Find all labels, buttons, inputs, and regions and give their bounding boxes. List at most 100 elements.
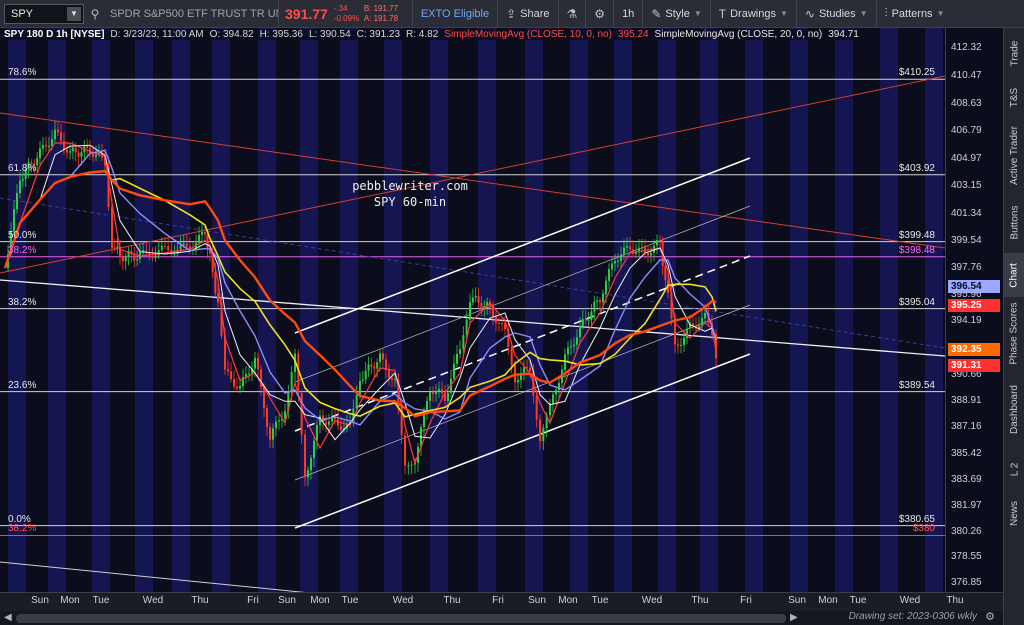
share-button[interactable]: ⇪ Share	[498, 0, 557, 28]
sidebar-tab-l-2[interactable]: L 2	[1004, 453, 1024, 485]
sidebar-tab-t-s[interactable]: T&S	[1004, 76, 1024, 118]
sidebar-tab-news[interactable]: News	[1004, 488, 1024, 538]
patterns-button[interactable]: ⫶ Patterns ▼	[877, 0, 953, 28]
candle-body	[623, 247, 625, 255]
price-tick: 412.32	[951, 42, 982, 53]
drawing-set-label[interactable]: Drawing set: 2023-0306 wkly	[848, 611, 977, 622]
candle-body	[300, 393, 303, 435]
scrollbar[interactable]: ◀ ▶ ⊖ ⊕ ⊞	[0, 611, 1003, 625]
style-button[interactable]: ✎ Style ▼	[643, 0, 709, 28]
price-tag: 396.54	[948, 280, 1000, 293]
candle-body	[423, 411, 425, 428]
candle-body	[24, 169, 27, 180]
session-stripe	[658, 28, 676, 604]
scroll-left-icon[interactable]: ◀	[4, 612, 12, 623]
candle-body	[620, 254, 622, 261]
gear-icon[interactable]: ⚙	[985, 611, 995, 623]
candle-body	[80, 152, 83, 157]
candle-body	[539, 419, 541, 442]
price-tick: 380.26	[951, 525, 982, 537]
fib-price-label: $399.48	[898, 229, 935, 241]
chart-canvas[interactable]	[0, 28, 945, 604]
candle-body	[337, 419, 339, 426]
candle-body	[36, 158, 39, 166]
sma20-label[interactable]: SimpleMovingAvg (CLOSE, 20, 0, no)	[654, 29, 823, 40]
candle-body	[495, 316, 497, 323]
settings-button[interactable]: ⚙	[586, 0, 613, 28]
candle-body	[355, 394, 358, 409]
price-chart[interactable]: SPY 180 D 1h [NYSE] D: 3/23/23, 11:00 AM…	[0, 28, 945, 604]
candle-body	[400, 406, 403, 436]
candle-body	[587, 320, 590, 322]
timeframe-button[interactable]: 1h	[614, 0, 642, 28]
studies-button[interactable]: ∿ Studies ▼	[797, 0, 876, 28]
candle-body	[674, 318, 676, 345]
flask-button[interactable]: ⚗	[559, 0, 586, 28]
fib-level-label: 38.2%	[8, 523, 37, 535]
candle-body	[579, 325, 581, 338]
candle-body	[92, 154, 94, 157]
candle-body	[504, 323, 506, 330]
sma10-label[interactable]: SimpleMovingAvg (CLOSE, 10, 0, no)	[444, 29, 612, 40]
session-stripe	[300, 28, 318, 604]
candle-body	[334, 417, 336, 420]
sidebar-tab-dashboard[interactable]: Dashboard	[1004, 368, 1024, 450]
link-icon[interactable]: ⚲	[90, 6, 100, 21]
watermark-line1: pebblewriter.com	[352, 179, 468, 193]
candle-body	[145, 250, 148, 253]
scroll-thumb[interactable]	[16, 614, 786, 623]
price-axis[interactable]: 412.32 410.47 408.63 406.79 404.97 403.15 401.…	[945, 28, 1003, 604]
price-tick: 406.79	[951, 125, 982, 137]
candle-body	[310, 457, 312, 471]
candle-body	[214, 271, 217, 293]
candle-body	[57, 129, 59, 133]
scroll-right-icon[interactable]: ▶	[790, 612, 798, 623]
exto-eligible-badge[interactable]: EXTO Eligible	[420, 7, 490, 20]
sma20-value: 394.71	[828, 29, 859, 40]
candle-body	[629, 246, 631, 250]
candle-body	[373, 366, 376, 369]
fib-price-label: $403.92	[898, 162, 935, 174]
time-axis[interactable]: Sun Mon Tue Wed Thu Fri Sun Mon Tue Wed Thu Fri Sun M…	[0, 592, 1003, 625]
divider	[585, 0, 587, 28]
candle-body	[626, 246, 628, 248]
candle-body	[154, 255, 157, 258]
sidebar-tab-buttons[interactable]: Buttons	[1004, 193, 1024, 251]
session-stripe	[384, 28, 402, 604]
candle-body	[127, 251, 130, 257]
candle-body	[501, 323, 503, 325]
sidebar-tab-active-trader[interactable]: Active Trader	[1004, 120, 1024, 190]
candle-body	[95, 154, 97, 157]
drawings-button[interactable]: T Drawings ▼	[711, 0, 796, 28]
sidebar-tab-phase-scores[interactable]: Phase Scores	[1004, 300, 1024, 366]
sidebar-tab-trade[interactable]: Trade	[1004, 32, 1024, 74]
price-tick: 383.69	[951, 473, 982, 485]
session-stripe	[172, 28, 190, 604]
fib-level-label: 0.0%	[8, 513, 31, 525]
candle-body	[266, 408, 268, 427]
drawings-label: Drawings	[730, 7, 776, 20]
candle-body	[510, 346, 513, 365]
candle-body	[558, 382, 560, 391]
time-label: Wed	[641, 595, 663, 606]
time-label: Thu	[443, 595, 461, 606]
candle-body	[581, 318, 584, 326]
dropdown-icon[interactable]: ▼	[67, 6, 81, 21]
bar-open: O: 394.82	[209, 29, 254, 40]
candle-body	[119, 246, 121, 258]
price-tick: 388.91	[951, 395, 982, 407]
candle-body	[570, 346, 572, 348]
bid-price: B: 191.77	[363, 3, 399, 13]
candle-body	[507, 329, 510, 347]
symbol-input[interactable]: SPY ▼	[4, 3, 84, 24]
candle-body	[224, 335, 226, 370]
candle-body	[121, 257, 124, 261]
candle-body	[307, 470, 309, 478]
channel-lower	[294, 353, 751, 529]
sidebar-tab-chart[interactable]: Chart	[1004, 253, 1024, 297]
chevron-down-icon: ▼	[936, 9, 945, 18]
candle-body	[367, 364, 370, 371]
price-tick: 399.54	[951, 234, 982, 246]
channel-q1	[294, 205, 751, 383]
candle-body	[641, 247, 643, 249]
